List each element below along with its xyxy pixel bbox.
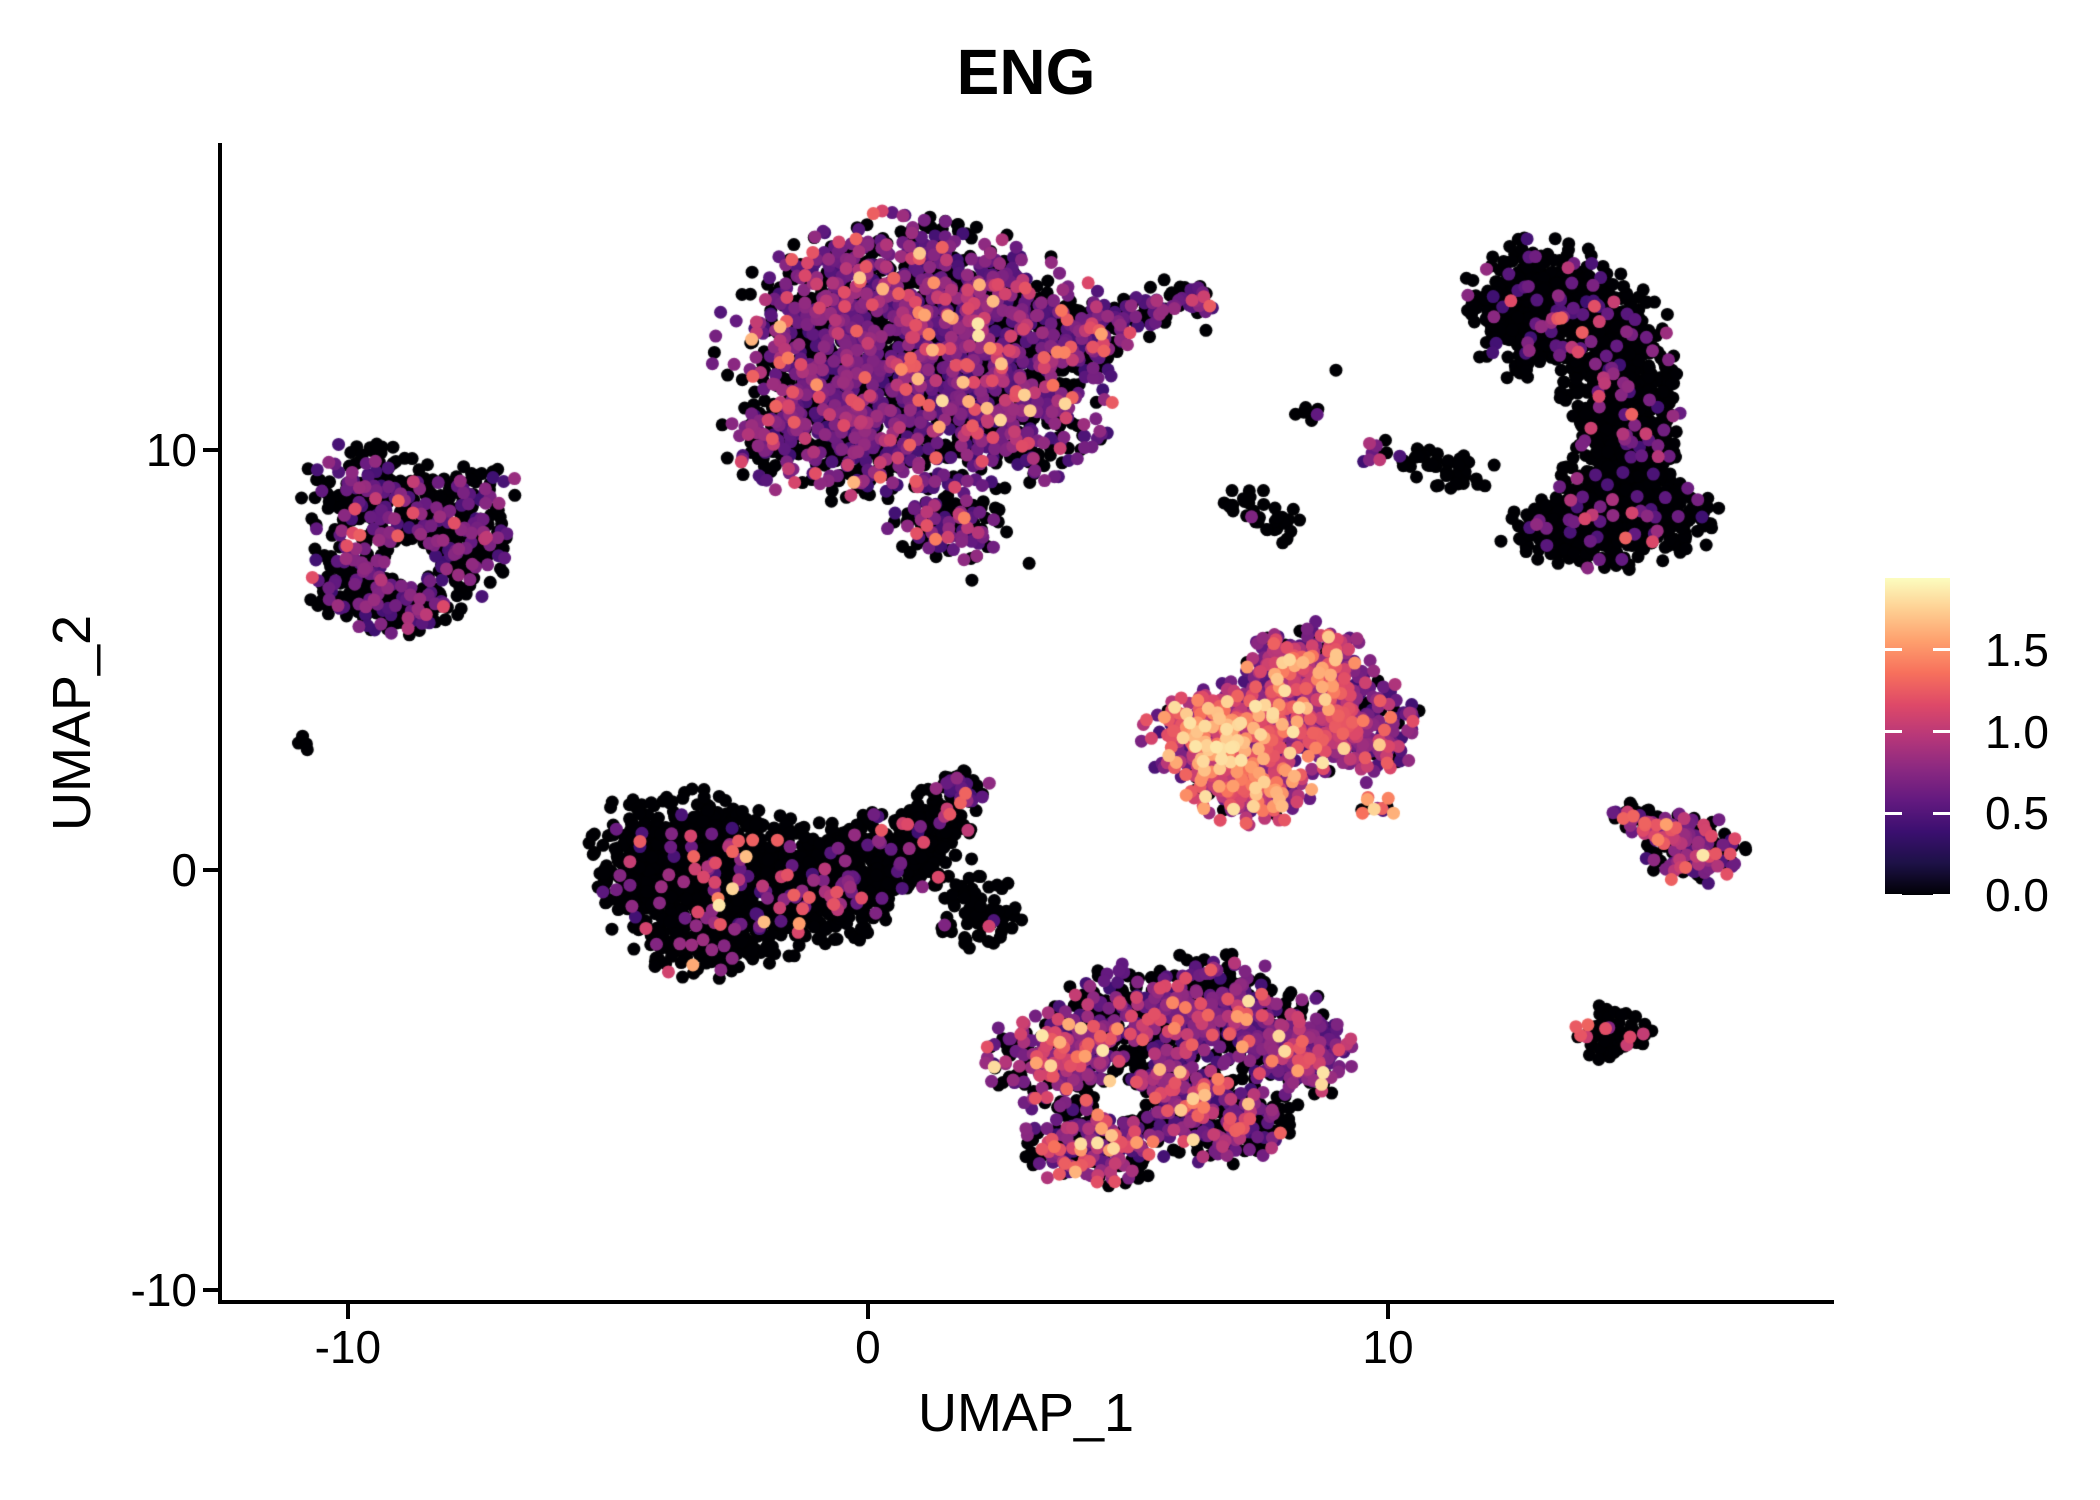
colorbar-tick-mark-right xyxy=(1933,893,1950,897)
x-tick-mark xyxy=(865,1304,870,1319)
colorbar-tick-mark-left xyxy=(1885,648,1902,652)
x-tick-label: 0 xyxy=(855,1321,881,1373)
y-tick-mark xyxy=(203,447,218,452)
colorbar-tick-mark-left xyxy=(1885,730,1902,734)
y-axis-line xyxy=(218,143,222,1304)
x-tick-label: -10 xyxy=(314,1321,382,1373)
x-tick-mark xyxy=(345,1304,350,1319)
colorbar-tick-label: 1.0 xyxy=(1985,705,2049,758)
y-tick-label: 0 xyxy=(171,843,197,896)
y-axis-label: UMAP_2 xyxy=(42,614,102,832)
plot-title: ENG xyxy=(956,36,1096,108)
y-tick-mark xyxy=(203,1287,218,1292)
colorbar-tick-mark-left xyxy=(1885,893,1902,897)
y-tick-mark xyxy=(203,867,218,872)
x-axis-line xyxy=(218,1300,1834,1304)
y-tick-label: -10 xyxy=(130,1263,197,1316)
colorbar-gradient xyxy=(1885,578,1950,895)
x-tick-mark xyxy=(1385,1304,1390,1319)
y-tick-label: 10 xyxy=(145,423,197,476)
x-axis-label: UMAP_1 xyxy=(917,1383,1135,1443)
colorbar-tick-mark-right xyxy=(1933,811,1950,815)
colorbar-tick-mark-right xyxy=(1933,730,1950,734)
colorbar-tick-mark-right xyxy=(1933,648,1950,652)
colorbar-tick-label: 1.5 xyxy=(1985,623,2049,676)
colorbar-tick-label: 0.0 xyxy=(1985,869,2049,921)
colorbar-tick-mark-left xyxy=(1885,811,1902,815)
colorbar-legend xyxy=(1885,578,1950,895)
colorbar-tick-label: 0.5 xyxy=(1985,787,2049,840)
x-tick-label: 10 xyxy=(1362,1321,1414,1373)
